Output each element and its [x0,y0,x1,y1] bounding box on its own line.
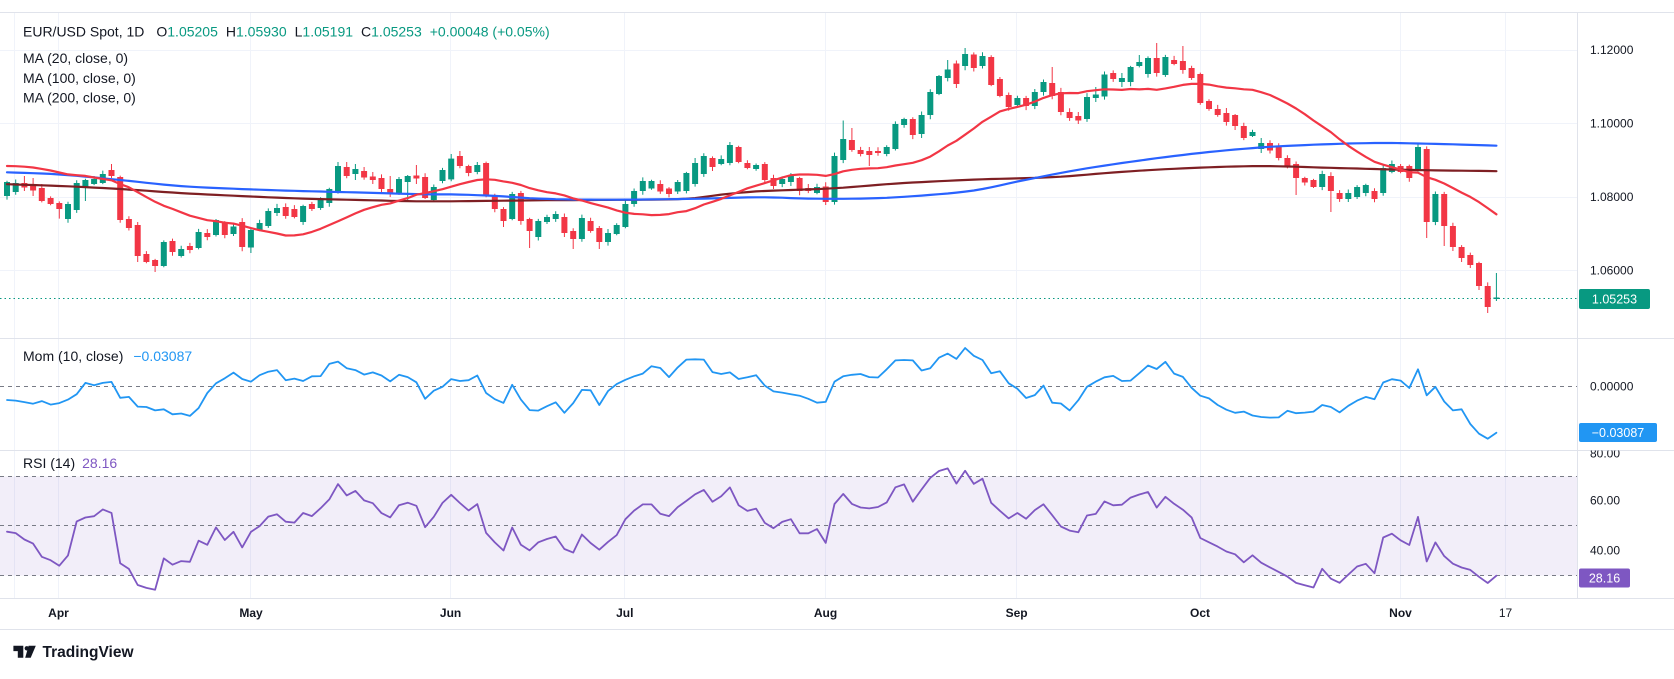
svg-text:1.06000: 1.06000 [1590,264,1634,278]
svg-text:Nov: Nov [1389,606,1412,620]
svg-text:Mom (10, close)−0.03087: Mom (10, close) −0.03087 [23,348,192,364]
svg-text:1.08000: 1.08000 [1590,190,1634,204]
svg-text:RSI (14)28.16: RSI (14) 28.16 [23,455,117,471]
svg-text:MA (100, close, 0): MA (100, close, 0) [23,70,136,86]
svg-text:Apr: Apr [48,606,69,620]
svg-text:TradingView: TradingView [43,644,135,661]
svg-text:MA (200, close, 0): MA (200, close, 0) [23,90,136,106]
svg-text:1.12000: 1.12000 [1590,43,1634,57]
svg-text:May: May [239,606,263,620]
svg-text:Aug: Aug [814,606,837,620]
svg-text:40.00: 40.00 [1590,544,1620,558]
svg-text:60.00: 60.00 [1590,494,1620,508]
svg-text:0.00000: 0.00000 [1590,379,1634,393]
svg-text:−0.03087: −0.03087 [1592,426,1645,440]
svg-text:MA (20, close, 0): MA (20, close, 0) [23,50,128,66]
svg-text:Sep: Sep [1006,606,1028,620]
svg-text:28.16: 28.16 [1589,572,1620,586]
svg-text:Jun: Jun [440,606,461,620]
svg-text:1.10000: 1.10000 [1590,117,1634,131]
svg-text:Jul: Jul [616,606,633,620]
svg-text:17: 17 [1499,606,1513,620]
svg-text:1.05253: 1.05253 [1592,293,1637,307]
svg-text:80.00: 80.00 [1590,447,1620,461]
svg-text:Oct: Oct [1190,606,1210,620]
